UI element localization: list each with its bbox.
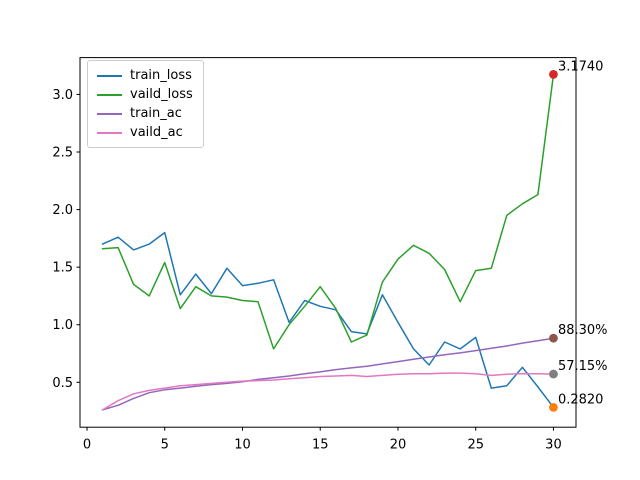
legend-item-train-ac: train_ac	[97, 104, 194, 123]
x-tick-label: 20	[390, 438, 407, 453]
x-tick-label: 25	[467, 438, 484, 453]
legend-line-sample-vaild-loss	[97, 93, 122, 96]
legend: train_loss vaild_loss train_ac vaild_ac	[87, 60, 204, 148]
y-tick-label: 2.0	[52, 203, 73, 218]
endpoint-dot	[549, 70, 558, 79]
annotation-label: 0.2820	[558, 392, 604, 407]
x-tick-label: 10	[234, 438, 251, 453]
y-tick-label: 1.0	[52, 318, 73, 333]
legend-label-train-ac: train_ac	[130, 106, 182, 121]
legend-label-train-loss: train_loss	[130, 68, 192, 83]
x-tick-label: 30	[545, 438, 562, 453]
annotation-label: 88.30%	[558, 323, 608, 338]
legend-line-sample-train-ac	[97, 112, 122, 115]
legend-item-vaild-loss: vaild_loss	[97, 85, 194, 104]
annotation-label: 3.1740	[558, 59, 604, 74]
y-tick-label: 0.5	[52, 376, 73, 391]
x-tick-label: 0	[83, 438, 91, 453]
legend-line-sample-train-loss	[97, 74, 122, 77]
x-tick-label: 15	[312, 438, 329, 453]
annotation-label: 57.15%	[558, 359, 608, 374]
x-tick-label: 5	[161, 438, 169, 453]
endpoint-dot	[549, 333, 558, 343]
y-tick-label: 3.0	[52, 88, 73, 103]
y-tick-label: 1.5	[52, 261, 73, 276]
endpoint-dot	[549, 402, 558, 412]
series-line-vaild_loss	[101, 73, 555, 350]
series-line-train_ac	[101, 337, 555, 411]
series-line-vaild_ac	[101, 372, 555, 411]
series-line-train_loss	[101, 231, 555, 409]
legend-line-sample-vaild-ac	[97, 131, 122, 134]
legend-label-vaild-ac: vaild_ac	[130, 125, 183, 140]
endpoint-dot	[549, 369, 558, 379]
legend-item-train-loss: train_loss	[97, 66, 194, 85]
y-tick-label: 2.5	[52, 146, 73, 161]
legend-item-vaild-ac: vaild_ac	[97, 123, 194, 142]
legend-label-vaild-loss: vaild_loss	[130, 87, 193, 102]
